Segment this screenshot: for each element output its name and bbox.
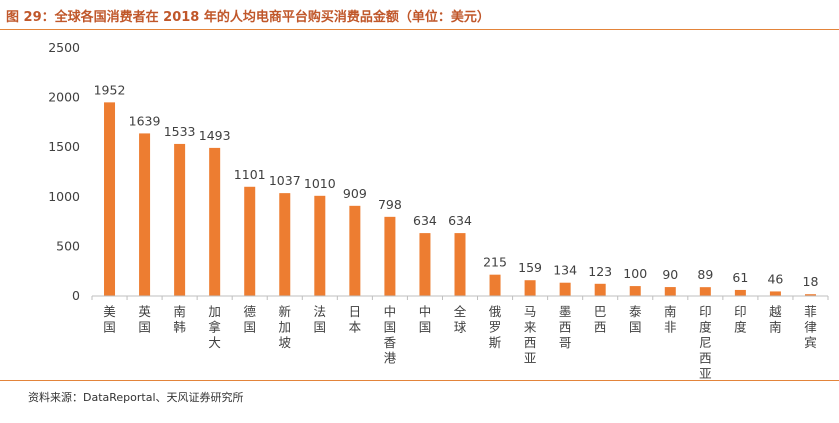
value-label-3: 1493 [199,128,231,143]
value-label-7: 909 [343,186,367,201]
x-tick-label-15: 泰国 [629,304,642,335]
x-tick-label-9: 中国 [419,304,432,335]
value-label-11: 215 [483,255,507,270]
x-tick-label-7: 日本 [349,304,362,335]
chart-title: 图 29：全球各国消费者在 2018 年的人均电商平台购买消费品金额（单位：美元… [6,10,490,25]
value-label-12: 159 [518,260,542,275]
bar-14 [594,283,606,296]
value-label-0: 1952 [94,82,126,97]
value-label-20: 18 [803,274,819,289]
x-tick-label-11: 俄罗斯 [489,304,502,350]
y-tick-label-3: 1500 [48,139,80,154]
x-tick-label-13: 墨西哥 [559,304,572,350]
bars [104,102,816,296]
x-tick-label-17: 印度尼西亚 [699,304,712,380]
x-tick-label-6: 法国 [314,304,327,335]
y-axis: 0 500 1000 1500 2000 2500 [48,40,80,303]
value-label-18: 61 [732,270,748,285]
bar-9 [419,233,431,296]
bar-8 [384,216,396,296]
bar-2 [174,143,186,296]
source-note: 资料来源：DataReportal、天风证券研究所 [28,391,244,404]
title-bar: 图 29：全球各国消费者在 2018 年的人均电商平台购买消费品金额（单位：美元… [0,0,839,30]
bar-15 [629,286,641,296]
bar-11 [489,274,501,296]
x-tick-label-14: 巴西 [594,304,607,335]
x-tick-label-3: 加拿大 [208,304,221,350]
value-label-2: 1533 [164,124,196,139]
bar-10 [454,233,466,296]
y-tick-label-2: 1000 [48,189,80,204]
x-tick-label-19: 越南 [769,304,782,335]
value-label-6: 1010 [304,176,336,191]
value-label-15: 100 [623,266,647,281]
value-label-16: 90 [662,267,678,282]
bar-4 [244,186,256,296]
bar-12 [524,280,536,296]
value-label-10: 634 [448,213,472,228]
value-label-4: 1101 [234,167,266,182]
bar-13 [559,282,571,296]
bar-3 [209,147,221,296]
x-tick-label-18: 印度 [734,304,747,335]
value-label-1: 1639 [129,113,161,128]
x-tick-label-16: 南非 [664,304,677,335]
bar-20 [804,294,816,296]
x-tick-label-8: 中国香港 [384,304,397,366]
bar-0 [104,102,116,296]
x-tick-label-10: 全球 [454,304,467,335]
value-label-13: 134 [553,263,577,278]
x-tick-label-0: 美国 [103,304,116,335]
bar-18 [734,289,746,296]
value-label-14: 123 [588,264,612,279]
bar-17 [699,287,711,296]
y-tick-label-1: 500 [56,238,80,253]
footer-divider [0,380,839,381]
x-tick-label-2: 南韩 [173,304,186,335]
y-tick-label-4: 2000 [48,90,80,105]
value-label-8: 798 [378,197,402,212]
bar-1 [139,133,151,296]
bar-5 [279,193,291,296]
x-tick-label-12: 马来西亚 [524,304,537,366]
bar-16 [664,287,676,296]
bar-7 [349,205,361,296]
bar-19 [769,291,781,296]
value-label-19: 46 [767,271,783,286]
x-tick-label-1: 英国 [138,304,151,335]
x-tick-label-5: 新加坡 [279,304,292,350]
value-label-17: 89 [697,267,713,282]
y-tick-label-5: 2500 [48,40,80,55]
x-tick-label-4: 德国 [243,304,256,335]
x-tick-label-20: 菲律宾 [804,304,817,350]
y-tick-label-0: 0 [72,288,80,303]
value-label-5: 1037 [269,173,301,188]
bar-6 [314,195,326,296]
value-label-9: 634 [413,213,437,228]
